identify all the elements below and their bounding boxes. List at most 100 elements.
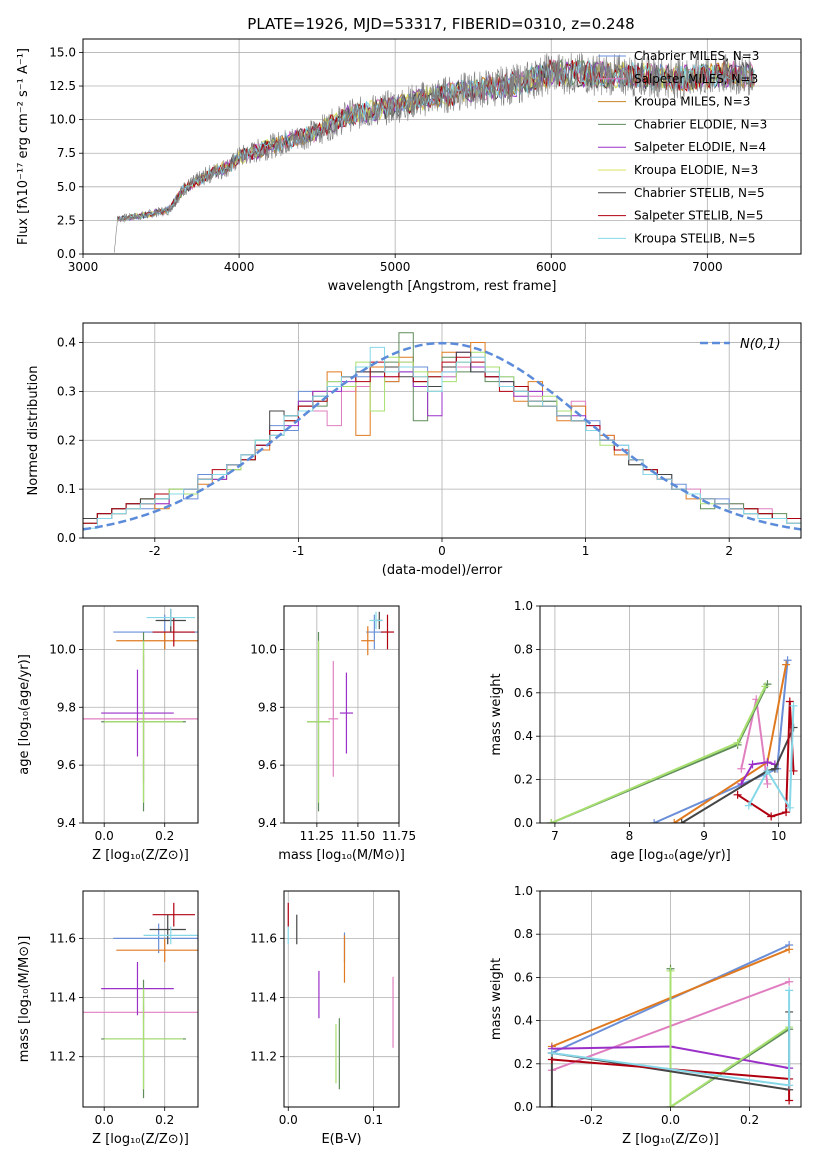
y-tick-label: 10.0 xyxy=(250,642,277,656)
y-tick-label: 11.4 xyxy=(250,991,277,1005)
weight-marker xyxy=(748,760,757,769)
axes-frame xyxy=(283,605,400,824)
y-tick-label: 11.4 xyxy=(49,991,76,1005)
y-tick-label: 0.2 xyxy=(514,1057,533,1071)
y-tick-label: 0.6 xyxy=(514,970,533,984)
y-tick-label: 10.0 xyxy=(49,113,76,127)
errorbar-point xyxy=(116,938,198,963)
x-tick-label: 5000 xyxy=(380,260,411,274)
y-tick-label: 11.2 xyxy=(49,1050,76,1064)
legend-label: Salpeter MILES, N=3 xyxy=(634,72,758,86)
x-tick-label: 0.2 xyxy=(155,1113,174,1127)
weight-marker xyxy=(547,1103,556,1107)
axes-frame xyxy=(82,890,199,1108)
y-tick-label: 0.6 xyxy=(514,686,533,700)
x-tick-label: 0.0 xyxy=(279,1113,298,1127)
x-tick-label: 0.0 xyxy=(95,1113,114,1127)
x-axis-label: age [log₁₀(age/yr)] xyxy=(610,848,731,863)
y-tick-label: 0.3 xyxy=(57,384,76,398)
x-tick-label: 9 xyxy=(700,829,708,843)
plot-area xyxy=(83,332,801,538)
weight-marker xyxy=(547,819,556,823)
x-tick-label: -1 xyxy=(292,544,304,558)
weight-marker xyxy=(770,764,779,773)
y-tick-label: 9.8 xyxy=(258,700,277,714)
weight-marker xyxy=(763,758,772,767)
x-tick-label: 0.0 xyxy=(661,1113,680,1127)
y-tick-label: 0.8 xyxy=(514,927,533,941)
y-axis-label: mass weight xyxy=(489,958,504,1040)
weight-marker xyxy=(677,819,686,823)
errorbar-point xyxy=(101,669,174,757)
y-tick-label: 5.0 xyxy=(57,180,76,194)
axes-frame xyxy=(82,605,199,824)
weight-marker xyxy=(785,945,794,954)
y-tick-label: 1.0 xyxy=(514,884,533,898)
normal-reference-curve xyxy=(83,341,801,531)
y-tick-label: 0.4 xyxy=(514,1014,533,1028)
weight-marker xyxy=(783,656,792,665)
axes-frame xyxy=(82,322,802,539)
x-tick-label: 0.1 xyxy=(364,1113,383,1127)
axes-frame xyxy=(283,890,400,1108)
x-tick-label: -2 xyxy=(149,544,161,558)
plot-area xyxy=(547,656,798,823)
weight-marker xyxy=(789,701,798,710)
axes-frame xyxy=(82,38,802,255)
y-tick-label: 9.4 xyxy=(258,816,277,830)
y-tick-label: 12.5 xyxy=(49,79,76,93)
x-tick-label: 11.50 xyxy=(341,829,375,843)
errorbar-point xyxy=(146,608,195,627)
weight-marker xyxy=(733,738,742,747)
weight-series-line xyxy=(550,683,769,823)
legend: Chabrier MILES, N=3 Salpeter MILES, N=3 Kr… xyxy=(598,49,767,245)
weight-series-line xyxy=(673,664,788,823)
x-tick-label: 4000 xyxy=(224,260,255,274)
weight-marker xyxy=(744,801,753,810)
chart-panel-age-vs-mass: 11.25 11.50 11.75 9.4 9.6 9.8 10.0 mass [log₁₀(… xyxy=(250,605,416,863)
legend: N(0,1) xyxy=(700,337,781,352)
legend-label: Salpeter ELODIE, N=4 xyxy=(634,140,766,154)
plot-area xyxy=(83,902,198,1099)
x-tick-label: 7 xyxy=(551,829,559,843)
weight-series-line xyxy=(669,970,790,1107)
y-tick-label: 7.5 xyxy=(57,146,76,160)
figure-title: PLATE=1926, MJD=53317, FIBERID=0310, z=0… xyxy=(247,15,634,33)
y-tick-label: 11.6 xyxy=(49,931,76,945)
y-tick-label: 1.0 xyxy=(514,599,533,613)
x-tick-label: 0.0 xyxy=(95,829,114,843)
errorbar-point xyxy=(152,617,195,647)
errorbar-point xyxy=(104,640,183,803)
plot-area xyxy=(307,611,395,812)
weight-marker xyxy=(763,766,772,775)
grid xyxy=(540,605,801,824)
weight-marker xyxy=(782,660,791,669)
weight-series-line xyxy=(740,761,776,785)
y-tick-label: 9.4 xyxy=(57,816,76,830)
x-axis-label: (data-model)/error xyxy=(382,563,503,578)
plot-area xyxy=(547,941,794,1107)
y-tick-label: 0.0 xyxy=(514,1100,533,1114)
legend-label: Chabrier ELODIE, N=3 xyxy=(634,117,767,131)
errorbar-point xyxy=(328,660,339,777)
legend-label: Kroupa MILES, N=3 xyxy=(634,95,750,109)
axes-frame xyxy=(539,890,802,1108)
chart-panel-mass-vs-EBV: 0.0 0.1 11.2 11.4 11.6 E(B-V) xyxy=(250,890,400,1147)
weight-marker xyxy=(666,1103,675,1107)
y-tick-label: 10.0 xyxy=(49,642,76,656)
y-tick-label: 9.8 xyxy=(57,700,76,714)
weight-series-line xyxy=(550,685,767,823)
weight-marker xyxy=(785,803,794,812)
y-tick-label: 0.0 xyxy=(57,531,76,545)
x-tick-label: 11.75 xyxy=(382,829,416,843)
observed-spectrum-line xyxy=(113,52,755,253)
x-tick-label: 1 xyxy=(582,544,590,558)
y-tick-label: 11.6 xyxy=(250,931,277,945)
y-tick-label: 0.4 xyxy=(514,729,533,743)
y-tick-label: 0.2 xyxy=(57,433,76,447)
y-tick-label: 0.4 xyxy=(57,336,76,350)
y-tick-label: 9.6 xyxy=(258,758,277,772)
y-axis-label: mass [log₁₀(M/M⊙)] xyxy=(17,936,32,1063)
y-tick-label: 15.0 xyxy=(49,45,76,59)
y-tick-label: 0.1 xyxy=(57,482,76,496)
